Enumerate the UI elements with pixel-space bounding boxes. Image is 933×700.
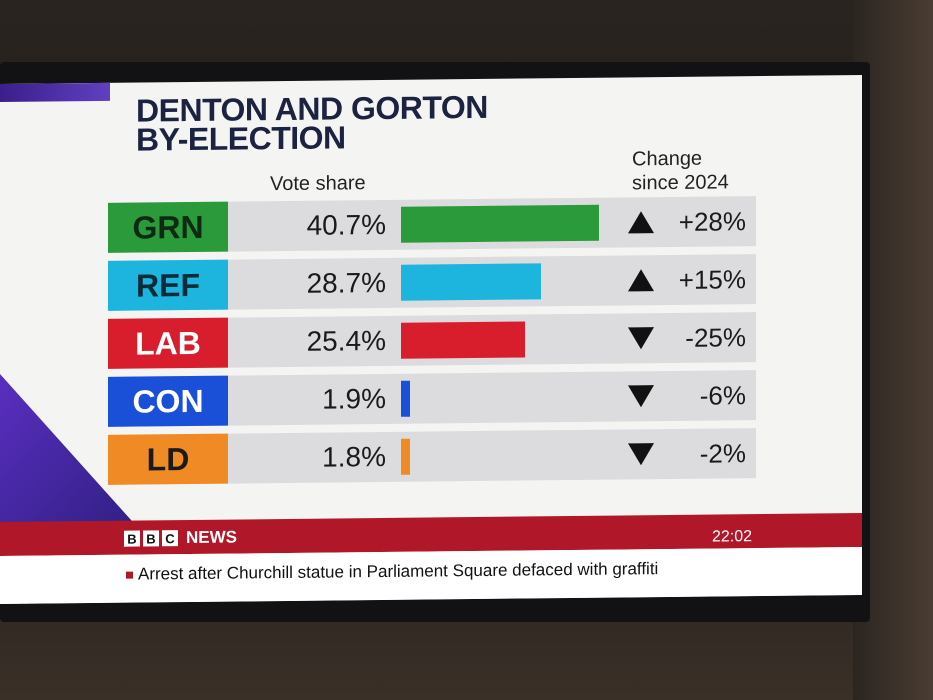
news-ticker: Arrest after Churchill statue in Parliam… (0, 546, 862, 604)
party-label: GRN (108, 201, 228, 253)
party-label: REF (108, 259, 228, 311)
change-header: Change since 2024 (632, 146, 729, 195)
change-arrow-icon (628, 269, 654, 292)
change-arrow-icon (628, 443, 654, 466)
results-table: GRN 40.7% +28% REF 28.7% +15% LAB 25.4% … (108, 196, 756, 493)
vote-share-bar (401, 321, 525, 359)
vote-share-header: Vote share (270, 172, 366, 196)
vote-share-bar (401, 380, 411, 417)
change-cell: -25% (628, 312, 746, 363)
bbc-logo-letter: B (143, 530, 159, 547)
vote-share-bar (401, 204, 599, 243)
result-row: GRN 40.7% +28% (108, 196, 756, 253)
change-cell: +15% (628, 254, 746, 305)
change-value: -25% (685, 321, 746, 353)
vote-share-value: 28.7% (306, 266, 386, 299)
change-cell: -2% (628, 428, 746, 479)
party-label: LD (108, 433, 228, 485)
change-arrow-icon (628, 211, 654, 234)
party-label: CON (108, 375, 228, 427)
change-value: +15% (678, 263, 746, 295)
result-row: LD 1.8% -2% (108, 428, 756, 485)
result-row: LAB 25.4% -25% (108, 312, 756, 369)
change-value: +28% (678, 205, 746, 237)
change-value: -6% (699, 379, 746, 411)
change-value: -2% (699, 437, 746, 469)
result-row: REF 28.7% +15% (108, 254, 756, 311)
change-header-line-1: Change (632, 147, 703, 171)
bbc-logo-letter: C (162, 530, 178, 547)
change-header-line-2: since 2024 (632, 171, 729, 195)
purple-accent-top (0, 82, 110, 102)
vote-share-bar (401, 263, 541, 301)
bbc-logo-letter: B (124, 530, 140, 547)
change-arrow-icon (628, 327, 654, 350)
result-row: CON 1.9% -6% (108, 370, 756, 427)
change-cell: +28% (628, 196, 746, 247)
change-arrow-icon (628, 385, 654, 408)
title-line-2: BY-ELECTION (136, 119, 346, 158)
party-label: LAB (108, 317, 228, 369)
vote-share-value: 25.4% (306, 324, 386, 357)
vote-share-value: 1.9% (322, 382, 386, 415)
ticker-headline: Arrest after Churchill statue in Parliam… (138, 559, 659, 584)
vote-share-value: 40.7% (306, 208, 386, 241)
tv-screen: DENTON AND GORTON BY-ELECTION Vote share… (0, 74, 862, 604)
news-label: NEWS (186, 527, 237, 548)
vote-share-value: 1.8% (322, 440, 386, 473)
ticker-bullet-icon (126, 571, 133, 579)
clock: 22:02 (706, 526, 758, 549)
change-cell: -6% (628, 370, 746, 421)
vote-share-bar (401, 438, 410, 475)
bbc-logo: B B C (124, 530, 178, 547)
graphic-title: DENTON AND GORTON BY-ELECTION (136, 89, 488, 158)
